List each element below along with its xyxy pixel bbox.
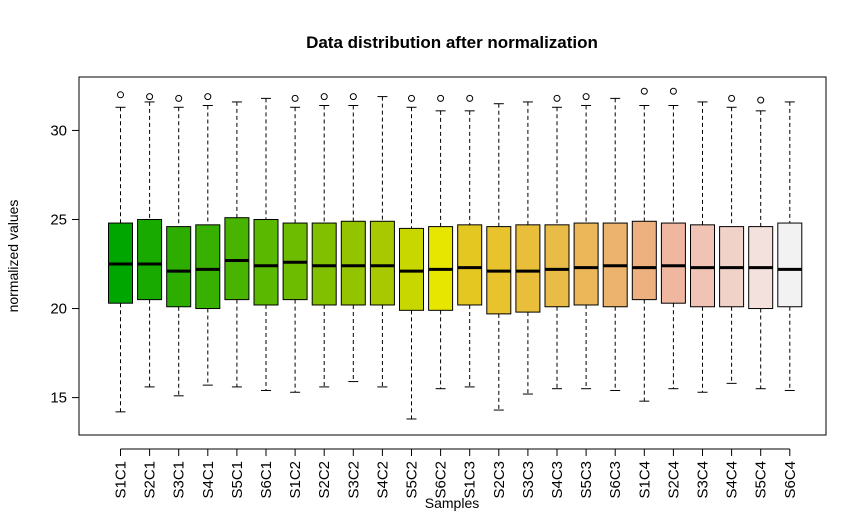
box-S1C3 xyxy=(457,94,483,388)
box-rect xyxy=(369,220,395,306)
outlier-point xyxy=(175,94,183,102)
x-tick-label: S5C4 xyxy=(753,461,770,499)
box-S6C2 xyxy=(428,94,454,390)
box-S2C3 xyxy=(486,103,512,411)
outlier-point xyxy=(553,94,561,102)
x-axis-label: Samples xyxy=(425,495,479,511)
outlier-point xyxy=(640,87,648,95)
x-tick-label: S1C1 xyxy=(113,461,130,499)
box-rect xyxy=(544,224,570,308)
y-axis-label: normalized values xyxy=(5,200,21,313)
x-tick-label: S3C2 xyxy=(345,461,362,499)
x-tick-label: S6C4 xyxy=(782,461,799,499)
x-tick-label: S6C3 xyxy=(607,461,624,499)
x-tick-label: S1C3 xyxy=(462,461,479,499)
box-rect xyxy=(340,220,366,306)
x-tick-label: S4C2 xyxy=(374,461,391,499)
box-rect xyxy=(690,224,715,308)
box-S6C4 xyxy=(777,101,803,391)
x-tick-label: S5C2 xyxy=(404,461,421,499)
box-S1C2 xyxy=(282,94,308,393)
y-tick-label: 25 xyxy=(50,211,67,228)
x-axis: S1C1 S2C1 S3C1 S4C1 S5C1 S6C1 S1C2 S2C2 S3C2 S4C2… xyxy=(113,448,799,499)
box-S5C1 xyxy=(224,101,250,388)
x-tick-label: S4C1 xyxy=(200,461,217,499)
outlier-point xyxy=(349,93,357,101)
box-S3C1 xyxy=(166,94,192,397)
x-tick-label: S5C3 xyxy=(578,461,595,499)
outlier-point xyxy=(757,96,765,104)
box-rect xyxy=(777,222,803,308)
y-axis: 15 20 25 30 xyxy=(50,122,80,407)
outlier-point xyxy=(728,94,736,102)
box-S4C4 xyxy=(719,94,745,384)
box-S5C3 xyxy=(573,93,599,390)
box-S4C1 xyxy=(195,93,221,386)
box-S4C2 xyxy=(369,96,395,388)
box-S6C3 xyxy=(602,97,628,391)
x-tick-label: S4C3 xyxy=(549,461,566,499)
x-tick-label: S2C3 xyxy=(491,461,508,499)
box-rect xyxy=(224,217,250,301)
box-S4C3 xyxy=(544,94,570,390)
x-tick-label: S2C1 xyxy=(142,461,159,499)
outlier-point xyxy=(291,94,299,102)
box-rect xyxy=(253,218,279,306)
outlier-point xyxy=(466,94,474,102)
x-tick-label: S2C2 xyxy=(316,461,333,499)
box-S2C4 xyxy=(660,87,686,390)
x-tick-label: S1C4 xyxy=(636,461,653,499)
box-S5C4 xyxy=(748,96,774,390)
x-tick-label: S6C2 xyxy=(433,461,450,499)
box-S3C4 xyxy=(690,101,715,393)
box-rect xyxy=(660,222,686,304)
outlier-point xyxy=(320,93,328,101)
box-rect xyxy=(573,222,599,306)
box-S2C2 xyxy=(311,93,337,388)
box-rect xyxy=(137,218,163,301)
box-rect xyxy=(166,226,192,308)
x-tick-label: S5C1 xyxy=(229,461,246,499)
outlier-point xyxy=(437,94,445,102)
y-tick-label: 30 xyxy=(50,122,67,139)
outlier-point xyxy=(117,91,124,99)
y-tick-label: 15 xyxy=(50,390,67,407)
x-tick-label: S3C1 xyxy=(171,461,188,499)
box-S2C1 xyxy=(137,93,163,388)
box-S1C1 xyxy=(108,91,133,413)
box-rect xyxy=(631,220,657,301)
box-rect xyxy=(457,224,483,306)
box-S3C3 xyxy=(515,101,541,395)
box-rect xyxy=(311,222,337,306)
outlier-point xyxy=(582,93,590,101)
box-rect xyxy=(195,224,221,310)
box-S5C2 xyxy=(399,94,424,420)
box-S3C2 xyxy=(340,93,366,383)
x-tick-label: S1C2 xyxy=(287,461,304,499)
chart-title: Data distribution after normalization xyxy=(306,33,598,52)
x-tick-label: S4C4 xyxy=(724,461,741,499)
y-tick-label: 20 xyxy=(50,301,67,318)
x-tick-label: S3C4 xyxy=(695,461,712,499)
boxes xyxy=(108,87,803,420)
box-S1C4 xyxy=(631,87,657,402)
x-tick-label: S2C4 xyxy=(665,461,682,499)
outlier-point xyxy=(669,87,677,95)
outlier-point xyxy=(146,93,154,101)
box-S6C1 xyxy=(253,97,279,391)
outlier-point xyxy=(204,93,212,101)
outlier-point xyxy=(408,94,415,102)
box-rect xyxy=(515,224,541,313)
x-tick-label: S3C3 xyxy=(520,461,537,499)
box-rect xyxy=(399,227,424,311)
x-tick-label: S6C1 xyxy=(258,461,275,499)
